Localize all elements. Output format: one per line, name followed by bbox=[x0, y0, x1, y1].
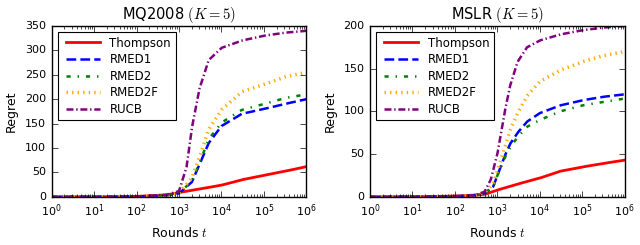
RUCB bbox=[246, 37, 254, 40]
RMED2 bbox=[151, 194, 159, 197]
Thompson bbox=[570, 167, 577, 170]
RMED2 bbox=[366, 196, 374, 198]
RMED2F bbox=[366, 196, 374, 198]
RUCB bbox=[366, 196, 374, 198]
RMED2 bbox=[564, 108, 572, 110]
Thompson bbox=[366, 196, 374, 198]
RUCB bbox=[478, 191, 486, 194]
Line: RMED2: RMED2 bbox=[370, 98, 625, 197]
Thompson bbox=[564, 168, 572, 171]
Line: RMED2F: RMED2F bbox=[370, 52, 625, 197]
RUCB bbox=[303, 29, 310, 32]
RMED2F bbox=[48, 196, 56, 198]
RMED2 bbox=[223, 118, 230, 121]
Thompson bbox=[392, 195, 400, 198]
RMED2 bbox=[392, 195, 400, 198]
RMED1 bbox=[541, 110, 548, 113]
RMED2F bbox=[151, 194, 159, 197]
RMED1 bbox=[48, 196, 56, 198]
RMED1 bbox=[74, 196, 81, 198]
Line: RMED1: RMED1 bbox=[370, 94, 625, 197]
RUCB bbox=[564, 31, 572, 34]
RMED1 bbox=[246, 110, 254, 113]
RUCB bbox=[223, 45, 230, 48]
RMED2F bbox=[392, 195, 400, 198]
Line: RUCB: RUCB bbox=[52, 31, 307, 197]
X-axis label: Rounds $t$: Rounds $t$ bbox=[150, 226, 207, 240]
RUCB bbox=[251, 36, 259, 39]
RMED1 bbox=[160, 194, 168, 197]
RMED1 bbox=[223, 122, 230, 124]
RMED2 bbox=[160, 194, 168, 197]
Line: RMED1: RMED1 bbox=[52, 99, 307, 197]
RMED1 bbox=[570, 101, 577, 104]
RMED1 bbox=[392, 195, 400, 198]
RMED2F bbox=[621, 50, 628, 53]
RUCB bbox=[469, 194, 477, 197]
RMED1 bbox=[366, 196, 374, 198]
RMED1 bbox=[303, 98, 310, 101]
Legend: Thompson, RMED1, RMED2, RMED2F, RUCB: Thompson, RMED1, RMED2, RMED2F, RUCB bbox=[376, 32, 494, 121]
Thompson bbox=[74, 196, 81, 198]
RMED2 bbox=[246, 106, 254, 109]
RMED2 bbox=[621, 97, 628, 100]
Y-axis label: Regret: Regret bbox=[323, 91, 337, 132]
RMED1 bbox=[151, 194, 159, 197]
Line: Thompson: Thompson bbox=[52, 167, 307, 197]
RMED1 bbox=[621, 93, 628, 96]
RUCB bbox=[48, 196, 56, 198]
X-axis label: Rounds $t$: Rounds $t$ bbox=[469, 226, 525, 240]
Thompson bbox=[251, 176, 259, 179]
RUCB bbox=[74, 196, 81, 198]
Legend: Thompson, RMED1, RMED2, RMED2F, RUCB: Thompson, RMED1, RMED2, RMED2F, RUCB bbox=[58, 32, 176, 121]
RMED1 bbox=[469, 194, 477, 197]
Thompson bbox=[469, 194, 477, 197]
Line: RUCB: RUCB bbox=[370, 26, 625, 197]
RMED2 bbox=[74, 196, 81, 198]
RMED2 bbox=[251, 105, 259, 108]
RMED2F bbox=[74, 196, 81, 198]
RMED2F bbox=[541, 77, 548, 80]
Title: MQ2008 $(K=5)$: MQ2008 $(K=5)$ bbox=[122, 5, 236, 25]
RMED2F bbox=[223, 104, 230, 107]
RMED2F bbox=[251, 86, 259, 89]
Thompson bbox=[48, 196, 56, 198]
RUCB bbox=[151, 194, 159, 197]
RMED1 bbox=[251, 110, 259, 112]
RMED2 bbox=[570, 106, 577, 109]
Thompson bbox=[160, 194, 168, 196]
RUCB bbox=[541, 37, 548, 40]
RUCB bbox=[160, 194, 168, 196]
RMED2 bbox=[478, 192, 486, 195]
Thompson bbox=[303, 165, 310, 168]
RMED2 bbox=[541, 116, 548, 119]
RMED2F bbox=[303, 71, 310, 74]
Y-axis label: Regret: Regret bbox=[5, 91, 18, 132]
RMED2F bbox=[246, 88, 254, 91]
Thompson bbox=[223, 182, 230, 185]
Line: RMED2F: RMED2F bbox=[52, 72, 307, 197]
RUCB bbox=[570, 30, 577, 33]
RMED2F bbox=[564, 66, 572, 69]
RMED2F bbox=[570, 64, 577, 67]
RMED2 bbox=[303, 93, 310, 96]
Thompson bbox=[478, 193, 486, 196]
Line: RMED2: RMED2 bbox=[52, 94, 307, 197]
Thompson bbox=[541, 175, 548, 178]
RMED1 bbox=[478, 192, 486, 195]
RMED2F bbox=[478, 192, 486, 195]
Thompson bbox=[151, 194, 159, 197]
RMED2F bbox=[469, 194, 477, 197]
RUCB bbox=[621, 24, 628, 27]
Thompson bbox=[621, 159, 628, 162]
RMED2 bbox=[469, 194, 477, 197]
RMED1 bbox=[564, 102, 572, 105]
RUCB bbox=[392, 195, 400, 198]
RMED2F bbox=[160, 194, 168, 197]
Thompson bbox=[246, 177, 254, 180]
RMED2 bbox=[48, 196, 56, 198]
Title: MSLR $(K=5)$: MSLR $(K=5)$ bbox=[451, 5, 544, 25]
Line: Thompson: Thompson bbox=[370, 160, 625, 197]
